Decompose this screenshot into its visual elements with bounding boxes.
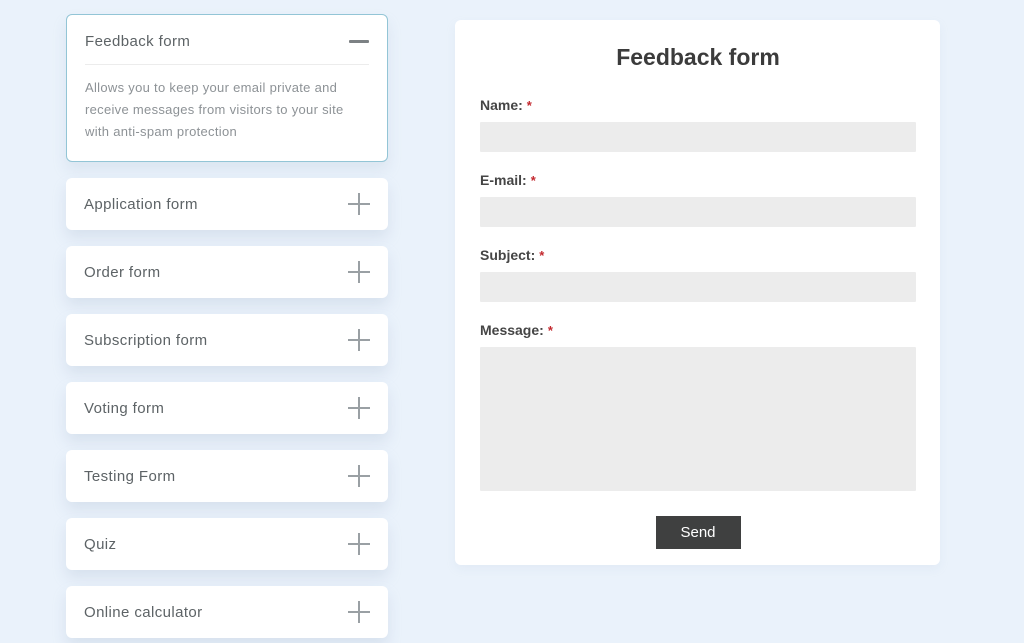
plus-icon[interactable] (348, 601, 370, 623)
accordion-item-testing-form[interactable]: Testing Form (66, 450, 388, 502)
subject-field[interactable] (480, 272, 916, 302)
plus-icon[interactable] (348, 465, 370, 487)
accordion-item-description: Allows you to keep your email private an… (85, 80, 344, 139)
required-asterisk: * (530, 173, 536, 188)
accordion-item-application-form[interactable]: Application form (66, 178, 388, 230)
email-label: E-mail: * (480, 172, 916, 188)
required-asterisk: * (547, 323, 553, 338)
send-button-row: Send (480, 516, 916, 549)
accordion-item-subscription-form[interactable]: Subscription form (66, 314, 388, 366)
accordion-item-label: Quiz (84, 535, 117, 553)
accordion-item-label: Application form (84, 195, 198, 213)
label-text: E-mail: (480, 172, 527, 188)
name-label: Name: * (480, 97, 916, 113)
send-button[interactable]: Send (655, 516, 741, 549)
field-group-subject: Subject: * (480, 247, 916, 302)
accordion-item-feedback-form: Feedback form Allows you to keep your em… (66, 14, 388, 162)
plus-icon[interactable] (348, 329, 370, 351)
field-group-message: Message: * (480, 322, 916, 491)
field-group-name: Name: * (480, 97, 916, 152)
accordion-item-order-form[interactable]: Order form (66, 246, 388, 298)
field-group-email: E-mail: * (480, 172, 916, 227)
required-asterisk: * (526, 98, 532, 113)
accordion-item-voting-form[interactable]: Voting form (66, 382, 388, 434)
subject-label: Subject: * (480, 247, 916, 263)
accordion-item-quiz[interactable]: Quiz (66, 518, 388, 570)
label-text: Message: (480, 322, 544, 338)
form-type-accordion: Feedback form Allows you to keep your em… (66, 14, 388, 643)
name-field[interactable] (480, 122, 916, 152)
label-text: Subject: (480, 247, 536, 263)
accordion-item-label: Testing Form (84, 467, 176, 485)
plus-icon[interactable] (348, 261, 370, 283)
plus-icon[interactable] (348, 193, 370, 215)
label-text: Name: (480, 97, 523, 113)
accordion-item-label: Order form (84, 263, 161, 281)
accordion-item-label: Online calculator (84, 603, 203, 621)
message-label: Message: * (480, 322, 916, 338)
accordion-item-online-calculator[interactable]: Online calculator (66, 586, 388, 638)
accordion-item-label: Feedback form (85, 32, 191, 50)
plus-icon[interactable] (348, 533, 370, 555)
required-asterisk: * (539, 248, 545, 263)
minus-icon[interactable] (349, 31, 369, 51)
accordion-item-label: Subscription form (84, 331, 208, 349)
feedback-form-preview: Feedback form Name: * E-mail: * Subject: * … (455, 20, 940, 565)
plus-icon[interactable] (348, 397, 370, 419)
email-field[interactable] (480, 197, 916, 227)
message-field[interactable] (480, 347, 916, 491)
accordion-item-label: Voting form (84, 399, 165, 417)
divider (85, 64, 369, 65)
form-title: Feedback form (616, 44, 780, 70)
accordion-header-feedback-form[interactable]: Feedback form (85, 31, 369, 51)
